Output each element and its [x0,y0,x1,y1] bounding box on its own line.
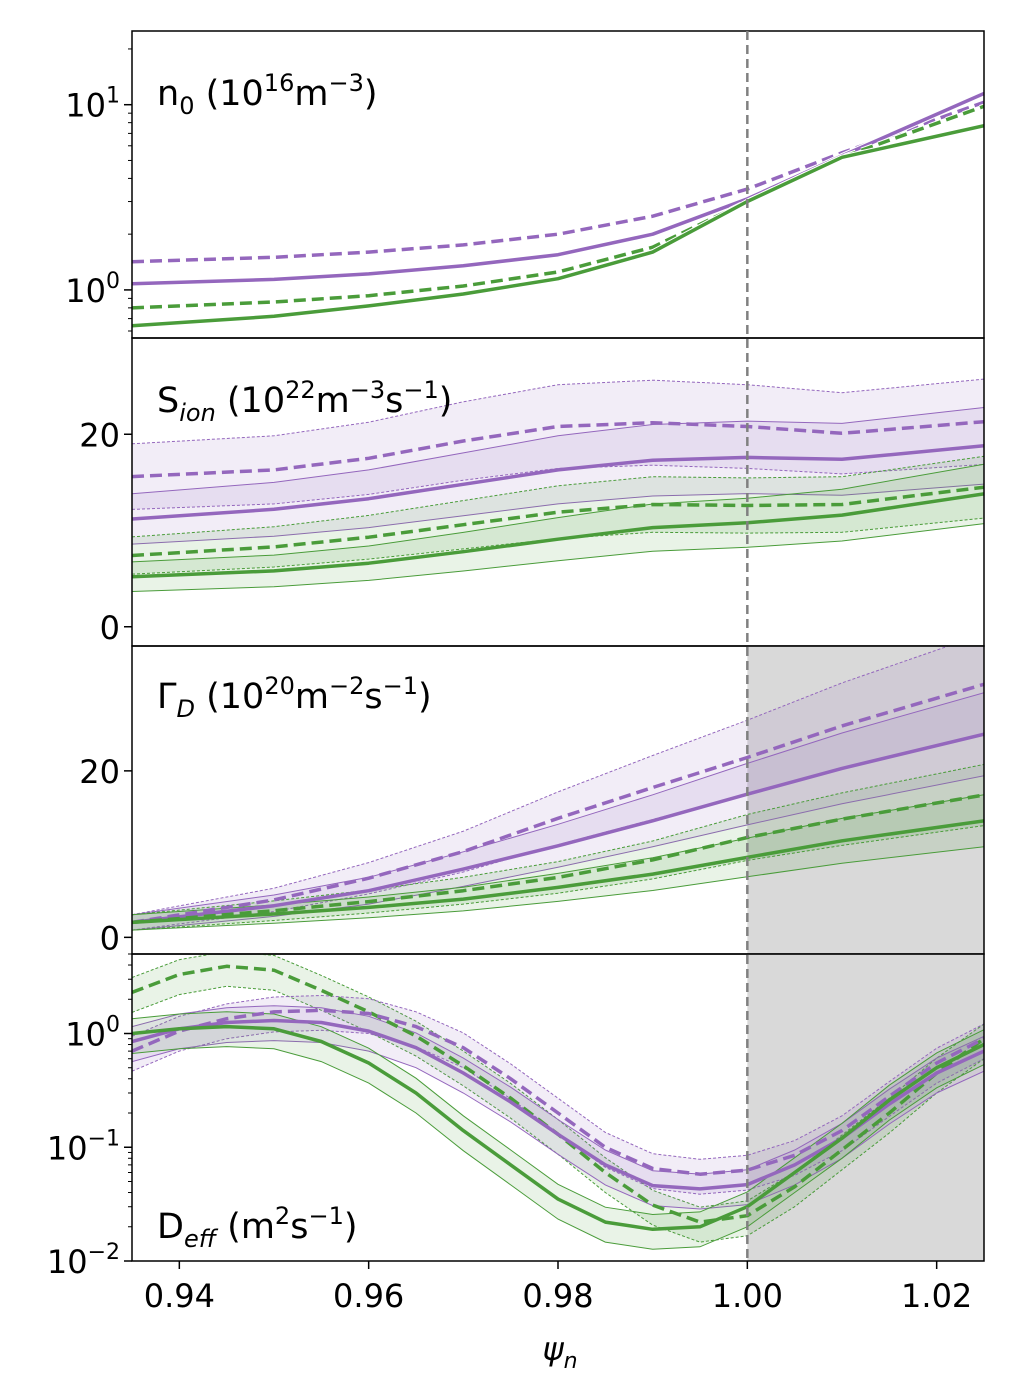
y-tick-label-0-0: 100 [65,269,120,310]
line-purple-dashed [132,419,984,479]
line-purple-dashed [132,100,984,264]
y-tick-label-3-2: 100 [65,1013,120,1054]
band-lower-green-solid [132,846,984,931]
line-purple-solid [132,732,984,925]
y-tick-label-0-1: 101 [65,84,120,125]
line-purple-solid [132,444,984,521]
line-green-dashed [132,485,984,558]
line-green-solid [132,492,984,579]
y-tick-label-3-0: 10−2 [47,1240,120,1281]
band-purple-dashed [132,646,984,931]
panel-3-title: Deff (m2s−1) [157,1202,358,1253]
x-tick-label-4: 1.02 [901,1277,972,1315]
line-green-dashed [132,104,984,310]
x-tick-label-1: 0.96 [333,1277,404,1315]
panel-0-data [132,90,984,329]
line-purple-dashed [132,1008,984,1176]
band-green-dashed [132,954,984,1243]
x-tick-label-0: 0.94 [144,1277,215,1315]
band-lower-purple-dashed [132,1029,984,1195]
band-green-dashed [132,456,984,575]
panel-0-title: n0 (1016m−3) [157,69,378,120]
band-lower-purple-solid [132,483,984,545]
y-tick-label-2-0: 0 [100,919,120,957]
band-upper-green-solid [132,463,984,563]
sol-shade-2 [747,646,984,954]
panel-1-title: Sion (1022m−3s−1) [157,376,452,427]
y-tick-label-3-1: 10−1 [47,1126,120,1167]
band-lower-green-solid [132,523,984,592]
band-upper-purple-dashed [132,378,984,445]
line-green-solid [132,819,984,925]
panel-1-data [132,378,984,592]
band-purple-dashed [132,379,984,510]
y-tick-label-2-1: 20 [79,753,120,791]
y-tick-label-1-0: 0 [100,609,120,647]
panel-3-data [132,954,984,1261]
band-lower-green-dashed [132,825,984,931]
band-upper-purple-dashed [132,994,984,1160]
line-green-dashed [132,793,984,925]
panel-2-title: ΓD (1020m−2s−1) [157,672,432,723]
y-tick-label-1-1: 20 [79,416,120,454]
band-upper-purple-solid [132,692,984,916]
band-lower-green-solid [132,1046,984,1250]
x-tick-label-3: 1.00 [712,1277,783,1315]
panel-2-data [132,646,984,954]
band-upper-purple-dashed [132,646,951,916]
band-lower-purple-dashed [132,463,984,510]
plot-area: 100 101 0 20 0 20 10−2 10−1 100 0.94 0.96 0.98 1.00 1… [47,30,985,1315]
x-axis-label: ψn [542,1330,577,1374]
panel-titles: n0 (1016m−3) Sion (1022m−3s−1) ΓD (1020m… [157,69,452,1253]
sol-shade-3 [747,954,984,1261]
band-upper-purple-solid [132,407,984,495]
line-purple-dashed [132,682,984,925]
line-green-solid [132,123,984,328]
band-purple-solid [132,407,984,545]
x-tick-label-2: 0.98 [522,1277,593,1315]
band-upper-green-solid [132,1011,984,1216]
line-halo-purple-dashed [132,99,984,265]
line-green-solid [132,1024,984,1232]
band-upper-green-dashed [132,455,984,538]
band-purple-dashed [132,995,984,1195]
